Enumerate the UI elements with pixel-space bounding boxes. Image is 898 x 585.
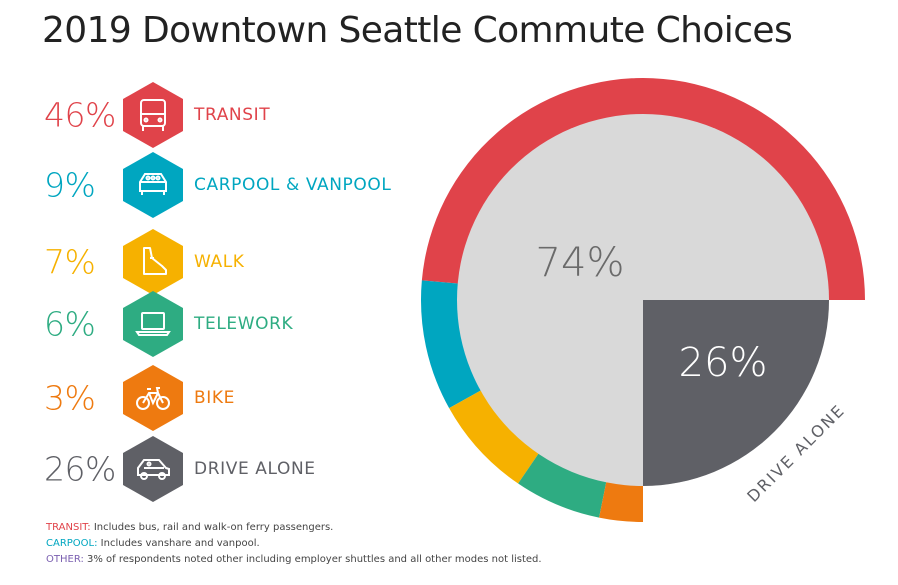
footnote-text: 3% of respondents noted other including … <box>83 554 542 565</box>
legend-label: TRANSIT <box>194 105 271 125</box>
footnote-carpool: CARPOOL: Includes vanshare and vanpool. <box>46 536 542 552</box>
ring-segment-carpool-vanpool <box>421 280 482 409</box>
chart-title: 2019 Downtown Seattle Commute Choices <box>42 10 793 51</box>
legend-item-telework: 6% TELEWORK <box>0 290 420 358</box>
footnote-key: CARPOOL: <box>46 538 98 549</box>
footnote-key: TRANSIT: <box>46 522 91 533</box>
footnote-other: OTHER: 3% of respondents noted other inc… <box>46 552 542 568</box>
legend-item-carpool: 9% CARPOOL & VANPOOL <box>0 151 420 219</box>
carpool-van-icon <box>123 152 183 218</box>
ring-segment-telework <box>518 452 607 518</box>
ring-segment-bike <box>599 481 643 522</box>
ring-segment-walk <box>449 390 539 484</box>
footnote-key: OTHER: <box>46 554 84 565</box>
legend-item-bike: 3% BIKE <box>0 364 420 432</box>
legend-percent: 26% <box>44 449 116 489</box>
legend-percent: 9% <box>44 165 96 205</box>
legend-label: BIKE <box>194 388 235 408</box>
legend-percent: 46% <box>44 95 116 135</box>
legend-percent: 3% <box>44 378 96 418</box>
footnote-text: Includes vanshare and vanpool. <box>97 538 260 549</box>
legend-percent: 6% <box>44 304 96 344</box>
car-icon <box>123 436 183 502</box>
other-modes-percent-label: 74% <box>536 240 625 286</box>
bus-icon <box>123 82 183 148</box>
legend-label: TELEWORK <box>194 314 294 334</box>
footnotes: TRANSIT: Includes bus, rail and walk-on … <box>46 520 542 568</box>
footnote-text: Includes bus, rail and walk-on ferry pas… <box>90 522 334 533</box>
legend-item-drive-alone: 26% DRIVE ALONE <box>0 435 420 503</box>
drive-alone-wedge <box>643 300 829 486</box>
bicycle-icon <box>123 365 183 431</box>
laptop-icon <box>123 291 183 357</box>
legend-label: DRIVE ALONE <box>194 459 316 479</box>
drive-alone-percent-label: 26% <box>679 340 768 386</box>
legend-label: WALK <box>194 252 245 272</box>
legend-item-walk: 7% WALK <box>0 228 420 296</box>
ring-segment-transit <box>421 77 865 300</box>
walking-shoe-icon <box>123 229 183 295</box>
legend-item-transit: 46% TRANSIT <box>0 81 420 149</box>
legend-percent: 7% <box>44 242 96 282</box>
footnote-transit: TRANSIT: Includes bus, rail and walk-on … <box>46 520 542 536</box>
legend-label: CARPOOL & VANPOOL <box>194 175 392 195</box>
